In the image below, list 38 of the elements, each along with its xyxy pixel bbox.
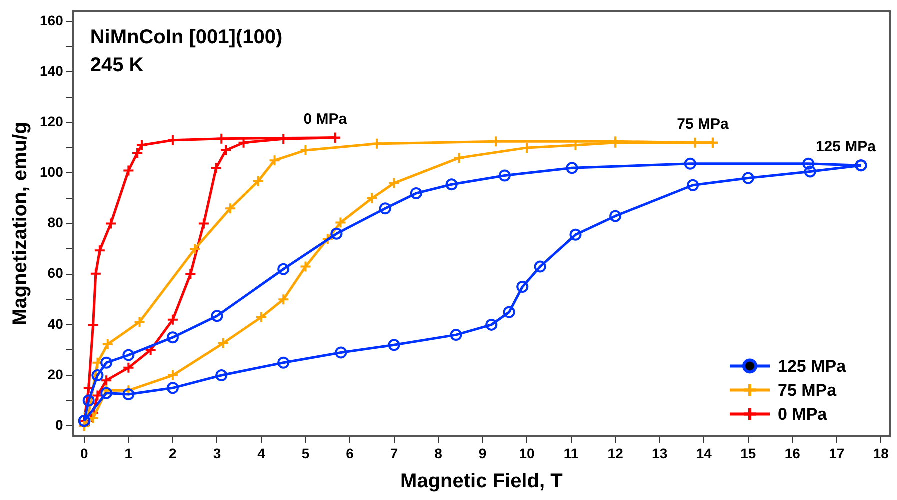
- x-tick-label: 18: [873, 445, 890, 462]
- x-tick-label: 16: [784, 445, 801, 462]
- y-tick-label: 100: [40, 164, 64, 180]
- y-tick-label: 160: [40, 12, 64, 28]
- y-tick-label: 40: [48, 316, 64, 332]
- annotation: 75 MPa: [677, 116, 730, 133]
- x-tick-label: 4: [258, 445, 266, 462]
- x-tick-label: 13: [652, 445, 668, 462]
- x-tick-label: 8: [434, 445, 443, 462]
- x-tick-label: 9: [478, 445, 487, 462]
- text: NiMnCoIn [001](100): [90, 26, 283, 48]
- y-tick-label: 120: [40, 114, 64, 130]
- y-tick-label: 20: [48, 366, 64, 382]
- legend-label: 125 MPa: [778, 356, 847, 376]
- x-tick-label: 12: [608, 445, 624, 462]
- x-tick-label: 5: [302, 445, 310, 462]
- annotation: 0 MPa: [304, 110, 348, 128]
- y-tick-label: 80: [48, 214, 64, 231]
- x-tick-label: 1: [124, 445, 133, 462]
- x-tick-label: 11: [564, 445, 579, 462]
- x-tick-label: 15: [740, 445, 756, 462]
- x-tick-label: 2: [169, 445, 178, 462]
- x-tick-label: 7: [390, 445, 398, 462]
- y-tick-label: 0: [56, 416, 64, 433]
- y-tick-label: 60: [48, 265, 64, 282]
- x-tick-label: 6: [346, 445, 354, 462]
- text: 245 K: [90, 54, 144, 76]
- legend-label: 0 MPa: [778, 404, 828, 424]
- x-tick-label: 14: [696, 445, 712, 462]
- x-tick-label: 3: [213, 445, 222, 462]
- x-axis-title: Magnetic Field, T: [400, 470, 563, 493]
- y-tick-label: 140: [40, 62, 64, 79]
- x-tick-label: 10: [519, 445, 536, 462]
- x-tick-label: 17: [829, 445, 845, 462]
- x-tick-label: 0: [80, 445, 89, 462]
- legend-label: 75 MPa: [778, 380, 838, 400]
- annotation: 125 MPa: [816, 138, 877, 156]
- y-axis-title: Magnetization, emu/g: [10, 122, 32, 326]
